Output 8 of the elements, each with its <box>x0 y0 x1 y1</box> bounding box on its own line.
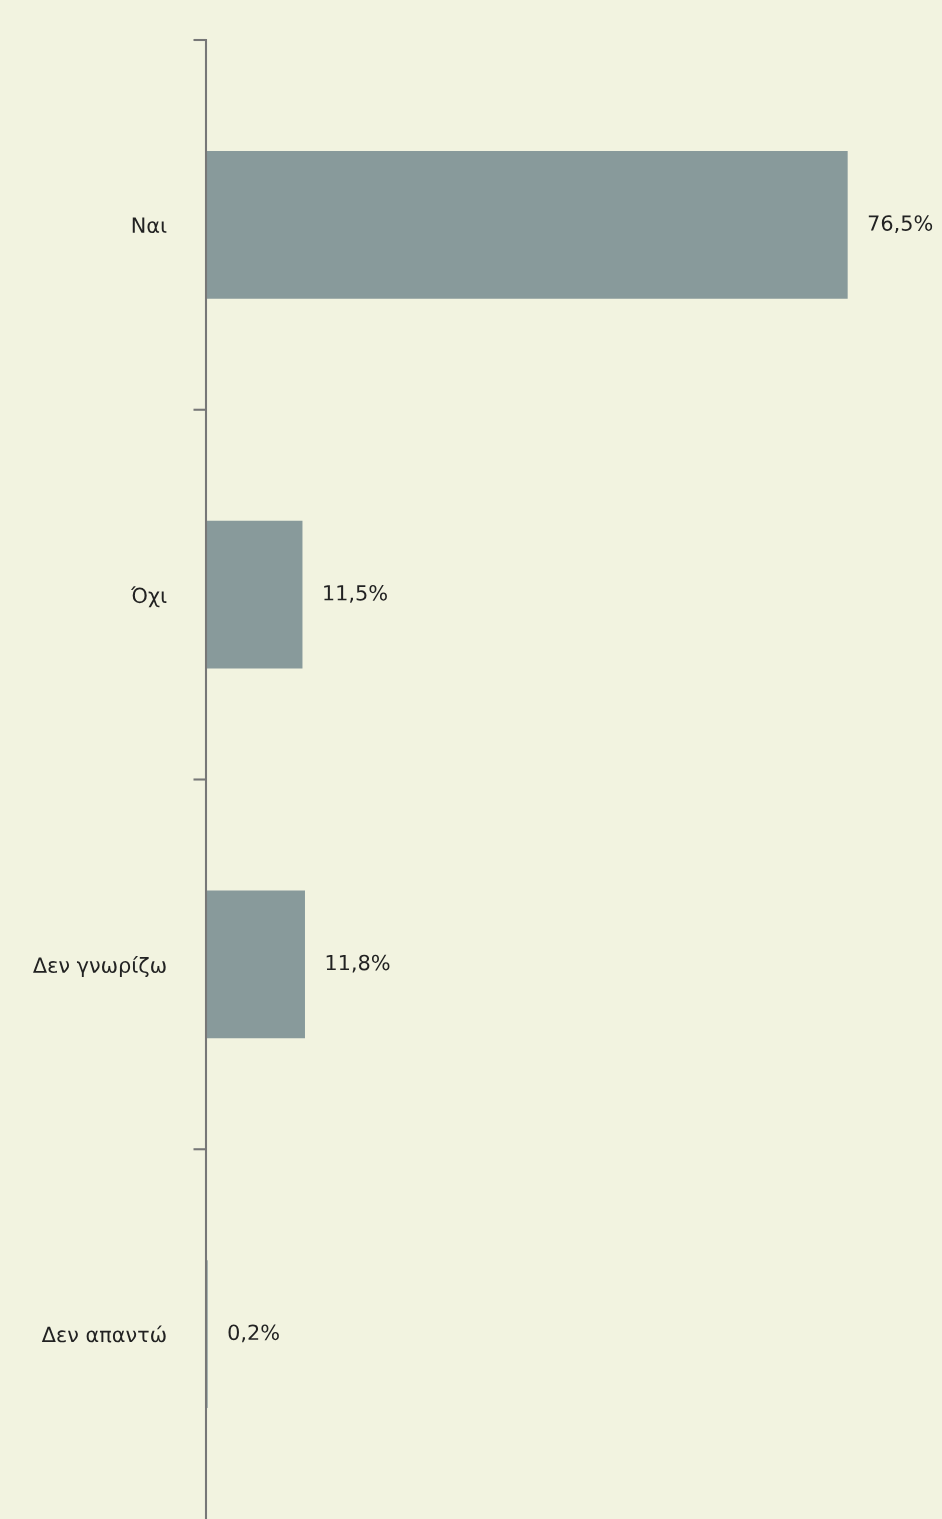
data-label: 0,2% <box>228 1324 279 1343</box>
data-label: 11,8% <box>326 954 390 973</box>
data-label: 76,5% <box>868 215 933 234</box>
y-tick-label: Ναι <box>132 217 167 234</box>
y-tick-label: Δεν απαντώ <box>41 1325 166 1343</box>
y-tick-label: Δεν γνωρίζω <box>33 956 166 978</box>
data-label: 11,5% <box>324 584 387 603</box>
y-tick-label: Όχι <box>130 586 167 608</box>
